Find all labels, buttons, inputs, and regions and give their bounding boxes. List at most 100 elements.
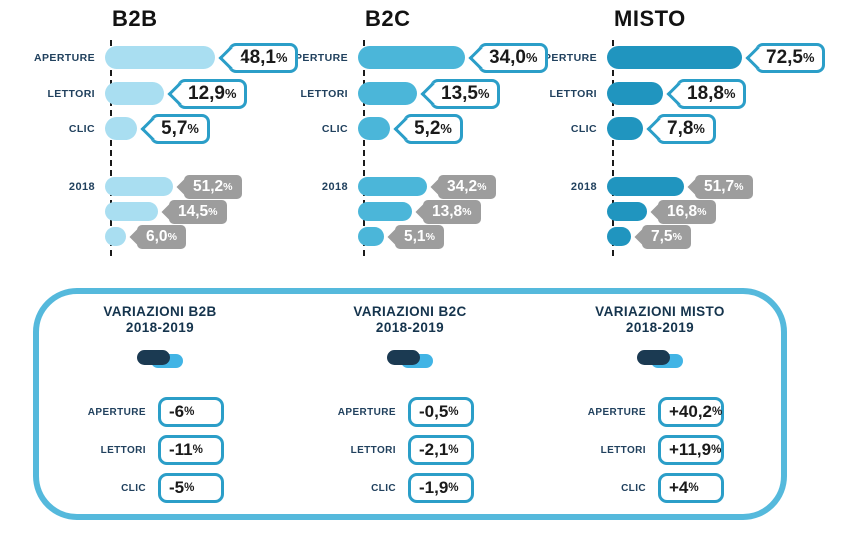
- value-callout: 5,2%: [403, 113, 463, 144]
- column-title-b2c: B2C: [365, 6, 411, 31]
- bar-row-clic-2019: CLIC 5,2%: [253, 113, 603, 144]
- axis-line-b2c: [363, 40, 365, 256]
- row-label-lettori: LETTORI: [549, 87, 597, 100]
- bar-row-clic-2019: CLIC 5,7%: [0, 113, 350, 144]
- variation-row-lettori: LETTORI -2,1%: [290, 435, 530, 465]
- variation-value-box: +4%: [658, 473, 724, 503]
- row-label-aperture: APERTURE: [536, 51, 597, 64]
- variation-group-misto: VARIAZIONI MISTO 2018-2019 APERTURE +40,…: [540, 304, 780, 511]
- variation-row-clic: CLIC +4%: [540, 473, 780, 503]
- variation-value-box: -11%: [158, 435, 224, 465]
- axis-line-b2b: [110, 40, 112, 256]
- variation-group-b2c: VARIAZIONI B2C 2018-2019 APERTURE -0,5% …: [290, 304, 530, 511]
- variation-value-box: -0,5%: [408, 397, 474, 427]
- bar-lettori-2019: [358, 82, 417, 105]
- bar-row-clic-2019: CLIC 7,8%: [502, 113, 841, 144]
- value-callout: 13,5%: [430, 78, 501, 109]
- bar-clic-2019: [358, 117, 390, 140]
- year-label-2018: 2018: [570, 180, 597, 193]
- bar-lettori-2019: [105, 82, 164, 105]
- variation-value-box: -5%: [158, 473, 224, 503]
- row-label-clic: CLIC: [371, 482, 396, 494]
- column-title-b2b: B2B: [112, 6, 158, 31]
- bar-row-aperture-2019: APERTURE 72,5%: [502, 42, 841, 73]
- bar-row-aperture-2019: APERTURE 48,1%: [0, 42, 350, 73]
- row-label-aperture: APERTURE: [587, 406, 646, 418]
- variation-group-b2b: VARIAZIONI B2B 2018-2019 APERTURE -6% LE…: [40, 304, 280, 511]
- bar-row-lettori-2018: 16,8%: [502, 199, 841, 224]
- variation-value-box: +40,2%: [658, 397, 724, 427]
- bar-aperture-2019: [105, 46, 215, 69]
- value-callout: 18,8%: [676, 78, 747, 109]
- variation-value-box: -2,1%: [408, 435, 474, 465]
- bar-aperture-2019: [358, 46, 465, 69]
- variation-row-aperture: APERTURE -0,5%: [290, 397, 530, 427]
- bar-aperture-2018: [358, 177, 427, 196]
- bar-lettori-2018: [358, 202, 412, 221]
- value-callout-2018: 34,2%: [438, 174, 496, 199]
- variation-row-lettori: LETTORI +11,9%: [540, 435, 780, 465]
- bar-clic-2019: [105, 117, 137, 140]
- bar-row-clic-2018: 7,5%: [502, 224, 841, 249]
- row-label-aperture: APERTURE: [34, 51, 95, 64]
- bar-row-lettori-2018: 13,8%: [253, 199, 603, 224]
- row-label-clic: CLIC: [621, 482, 646, 494]
- bar-clic-2019: [607, 117, 643, 140]
- toggle-pill-dark: [636, 350, 670, 365]
- value-callout: 48,1%: [228, 42, 299, 73]
- value-callout: 5,7%: [150, 113, 210, 144]
- value-callout-2018: 13,8%: [423, 199, 481, 224]
- bar-clic-2018: [607, 227, 631, 246]
- value-callout: 72,5%: [755, 42, 826, 73]
- bar-row-aperture-2018: 2018 34,2%: [253, 174, 603, 199]
- bar-aperture-2019: [607, 46, 742, 69]
- chart-column-misto: MISTO APERTURE 72,5% LETTORI 18,8% CLIC …: [502, 0, 841, 265]
- row-label-lettori: LETTORI: [600, 444, 646, 456]
- year-label-2018: 2018: [321, 180, 348, 193]
- bar-clic-2018: [358, 227, 384, 246]
- variation-rows: APERTURE -0,5% LETTORI -2,1% CLIC -1,9%: [290, 397, 530, 503]
- variation-row-clic: CLIC -5%: [40, 473, 280, 503]
- row-label-lettori: LETTORI: [47, 87, 95, 100]
- variation-row-aperture: APERTURE +40,2%: [540, 397, 780, 427]
- comparison-toggle-icon: [636, 350, 684, 369]
- value-callout-2018: 51,7%: [695, 174, 753, 199]
- bar-aperture-2018: [105, 177, 173, 196]
- bar-lettori-2019: [607, 82, 663, 105]
- row-label-clic: CLIC: [121, 482, 146, 494]
- bar-row-lettori-2019: LETTORI 18,8%: [502, 78, 841, 109]
- bar-lettori-2018: [607, 202, 647, 221]
- variation-rows: APERTURE +40,2% LETTORI +11,9% CLIC +4%: [540, 397, 780, 503]
- variation-title: VARIAZIONI B2B: [103, 304, 217, 319]
- variation-value-box: -6%: [158, 397, 224, 427]
- row-label-clic: CLIC: [68, 122, 95, 135]
- variation-value-box: +11,9%: [658, 435, 724, 465]
- bar-row-clic-2018: 5,1%: [253, 224, 603, 249]
- value-callout-2018: 14,5%: [169, 199, 227, 224]
- bar-row-lettori-2018: 14,5%: [0, 199, 350, 224]
- variation-row-aperture: APERTURE -6%: [40, 397, 280, 427]
- row-label-clic: CLIC: [321, 122, 348, 135]
- variation-title: VARIAZIONI B2C: [353, 304, 467, 319]
- variation-subtitle: 2018-2019: [625, 320, 695, 335]
- column-title-misto: MISTO: [614, 6, 686, 31]
- variation-rows: APERTURE -6% LETTORI -11% CLIC -5%: [40, 397, 280, 503]
- value-callout-2018: 5,1%: [395, 224, 444, 249]
- value-callout: 12,9%: [177, 78, 248, 109]
- bar-row-clic-2018: 6,0%: [0, 224, 350, 249]
- bar-clic-2018: [105, 227, 126, 246]
- value-callout-2018: 7,5%: [642, 224, 691, 249]
- row-label-lettori: LETTORI: [100, 444, 146, 456]
- toggle-pill-dark: [386, 350, 420, 365]
- variation-row-clic: CLIC -1,9%: [290, 473, 530, 503]
- year-label-2018: 2018: [68, 180, 95, 193]
- variation-subtitle: 2018-2019: [125, 320, 195, 335]
- bar-row-aperture-2019: APERTURE 34,0%: [253, 42, 603, 73]
- variation-value-box: -1,9%: [408, 473, 474, 503]
- row-label-lettori: LETTORI: [300, 87, 348, 100]
- row-label-lettori: LETTORI: [350, 444, 396, 456]
- variation-title: VARIAZIONI MISTO: [595, 304, 725, 319]
- value-callout: 7,8%: [656, 113, 716, 144]
- variation-row-lettori: LETTORI -11%: [40, 435, 280, 465]
